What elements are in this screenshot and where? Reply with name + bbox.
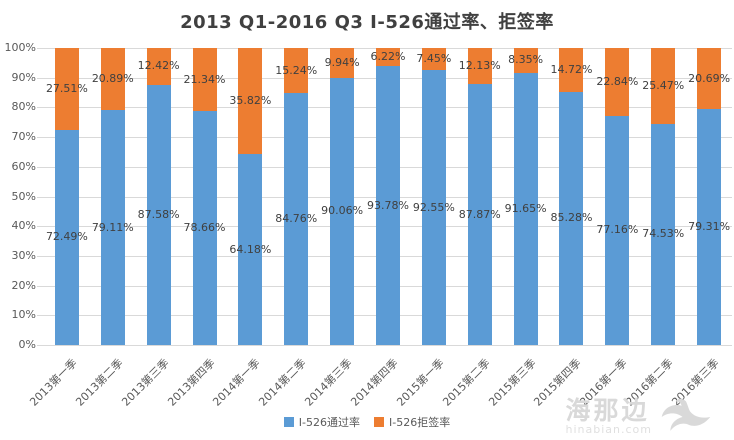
data-label-denial: 8.35% [508, 53, 544, 67]
data-label-denial: 12.42% [137, 59, 180, 73]
bar-segment-approval [100, 110, 125, 345]
data-label-denial: 20.69% [688, 71, 731, 85]
legend-label-denial: I-526拒签率 [389, 416, 451, 429]
bar-segment-denial [467, 48, 492, 85]
bar-segment-denial [376, 48, 400, 67]
data-label-approval: 74.53% [642, 227, 685, 241]
data-label-denial: 27.51% [45, 81, 88, 95]
bar-segment-denial [238, 48, 263, 155]
bar-segment-approval [192, 111, 217, 345]
bar-segment-approval [605, 115, 630, 345]
y-tick-label: 90% [11, 70, 36, 84]
bar-segment-denial [421, 48, 446, 71]
data-label-approval: 79.11% [91, 220, 134, 234]
data-label-denial: 15.24% [275, 63, 318, 77]
bar-segment-denial [651, 48, 676, 124]
bar-segment-denial [54, 48, 79, 130]
bar-segment-denial [605, 48, 630, 116]
data-label-approval: 92.55% [412, 200, 455, 214]
bar-segment-denial [284, 48, 309, 94]
bar-segment-approval [54, 129, 79, 345]
data-label-approval: 78.66% [183, 221, 226, 235]
bar-segment-approval [284, 93, 309, 345]
data-label-approval: 87.87% [458, 207, 501, 221]
bar-segment-denial [697, 48, 722, 110]
legend: I-526通过率 I-526拒签率 [0, 414, 734, 430]
data-label-denial: 35.82% [229, 94, 272, 108]
legend-swatch-approval-icon [283, 417, 294, 427]
data-label-denial: 9.94% [324, 55, 360, 69]
legend-swatch-denial-icon [374, 417, 384, 427]
y-tick-label: 40% [11, 219, 36, 233]
y-tick-label: 50% [11, 189, 36, 203]
chart-title: 2013 Q1-2016 Q3 I-526通过率、拒签率 [180, 12, 554, 33]
y-tick-label: 100% [4, 41, 36, 54]
y-tick-label: 60% [11, 159, 36, 173]
bar-segment-denial [559, 48, 584, 92]
y-tick-label: 0% [18, 338, 36, 351]
y-tick-label: 30% [11, 248, 36, 262]
data-label-approval: 87.58% [137, 207, 180, 221]
bar-segment-denial [330, 48, 355, 78]
data-label-approval: 93.78% [367, 198, 409, 212]
bar-segment-approval [513, 72, 538, 345]
y-tick-label: 10% [11, 308, 36, 322]
data-label-approval: 77.16% [596, 223, 639, 237]
gridline [37, 345, 732, 346]
data-label-denial: 7.45% [416, 52, 452, 66]
legend-label-approval: I-526通过率 [298, 416, 360, 429]
bar-segment-approval [146, 84, 171, 345]
data-label-approval: 79.31% [688, 220, 731, 234]
bar-segment-denial [100, 48, 125, 111]
bar-segment-approval [376, 66, 400, 345]
bar-segment-denial [192, 48, 217, 112]
data-label-approval: 85.28% [550, 211, 593, 225]
data-label-denial: 21.34% [183, 72, 226, 86]
data-label-denial: 20.89% [91, 72, 134, 86]
data-label-approval: 84.76% [275, 212, 318, 226]
data-label-approval: 72.49% [45, 230, 88, 244]
legend-item-denial: I-526拒签率 [374, 414, 450, 430]
data-label-denial: 6.22% [370, 50, 406, 64]
legend-item-approval: I-526通过率 [283, 414, 360, 430]
bar-segment-approval [697, 109, 722, 345]
y-tick-label: 80% [11, 100, 36, 114]
bar-segment-approval [421, 70, 446, 345]
data-label-approval: 90.06% [321, 204, 364, 218]
data-label-denial: 12.13% [458, 59, 501, 72]
data-label-denial: 14.72% [550, 62, 593, 76]
bar-segment-denial [146, 48, 171, 85]
bar-segment-denial [513, 48, 538, 73]
bar-segment-approval [651, 123, 676, 345]
data-label-denial: 22.84% [596, 74, 639, 88]
y-tick-label: 20% [11, 278, 36, 292]
y-tick-label: 70% [11, 130, 36, 144]
bar-segment-approval [330, 77, 355, 345]
bar-segment-approval [467, 84, 492, 345]
bar-segment-approval [559, 91, 584, 345]
data-label-approval: 91.65% [504, 201, 547, 215]
data-label-denial: 25.47% [642, 78, 685, 92]
bar-segment-approval [238, 154, 263, 345]
data-label-approval: 64.18% [229, 242, 272, 256]
